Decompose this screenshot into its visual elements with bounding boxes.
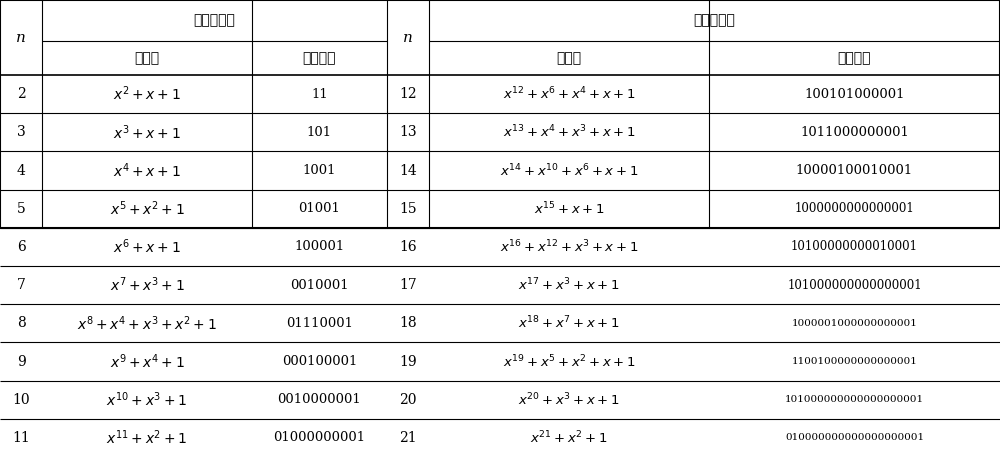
Text: 101000000000000000001: 101000000000000000001 <box>785 395 924 404</box>
Text: 13: 13 <box>399 125 417 139</box>
Text: 本原多项式: 本原多项式 <box>694 14 735 27</box>
Text: 5: 5 <box>17 202 25 216</box>
Text: 000100001: 000100001 <box>282 355 357 368</box>
Text: 2: 2 <box>17 87 25 101</box>
Text: $x^{5}+x^{2}+1$: $x^{5}+x^{2}+1$ <box>110 199 184 218</box>
Text: 7: 7 <box>17 278 25 292</box>
Text: $x^{12}+x^{6}+x^{4}+x+1$: $x^{12}+x^{6}+x^{4}+x+1$ <box>503 86 635 102</box>
Text: n: n <box>16 31 26 44</box>
Text: 本原多项式: 本原多项式 <box>194 14 235 27</box>
Text: 17: 17 <box>399 278 417 292</box>
Text: 1000000000000001: 1000000000000001 <box>795 202 914 215</box>
Text: 01110001: 01110001 <box>286 317 353 330</box>
Text: $x^{10}+x^{3}+1$: $x^{10}+x^{3}+1$ <box>106 390 188 409</box>
Text: $x^{13}+x^{4}+x^{3}+x+1$: $x^{13}+x^{4}+x^{3}+x+1$ <box>503 124 635 141</box>
Text: $x^{19}+x^{5}+x^{2}+x+1$: $x^{19}+x^{5}+x^{2}+x+1$ <box>503 353 635 370</box>
Text: $x^{9}+x^{4}+1$: $x^{9}+x^{4}+1$ <box>110 352 184 371</box>
Text: 01001: 01001 <box>299 202 340 215</box>
Text: $x^{21}+x^{2}+1$: $x^{21}+x^{2}+1$ <box>530 430 608 446</box>
Text: 19: 19 <box>399 355 417 368</box>
Text: 101000000000000001: 101000000000000001 <box>787 279 922 292</box>
Text: $x^{20}+x^{3}+x+1$: $x^{20}+x^{3}+x+1$ <box>518 391 620 408</box>
Text: 8: 8 <box>17 316 25 330</box>
Text: 14: 14 <box>399 164 417 177</box>
Text: 3: 3 <box>17 125 25 139</box>
Text: 10: 10 <box>12 393 30 407</box>
Text: 1011000000001: 1011000000001 <box>800 126 909 139</box>
Text: 系数序列: 系数序列 <box>838 51 871 65</box>
Text: 100001: 100001 <box>294 240 345 253</box>
Text: 4: 4 <box>17 164 25 177</box>
Text: 010000000000000000001: 010000000000000000001 <box>785 433 924 442</box>
Text: n: n <box>403 31 413 44</box>
Text: $x^{8}+x^{4}+x^{3}+x^{2}+1$: $x^{8}+x^{4}+x^{3}+x^{2}+1$ <box>77 314 217 333</box>
Text: 101: 101 <box>307 126 332 139</box>
Text: 1100100000000000001: 1100100000000000001 <box>792 357 917 366</box>
Text: 16: 16 <box>399 240 417 254</box>
Text: 1000001000000000001: 1000001000000000001 <box>792 319 917 328</box>
Text: $x^{6}+x+1$: $x^{6}+x+1$ <box>113 238 181 256</box>
Text: $x^{14}+x^{10}+x^{6}+x+1$: $x^{14}+x^{10}+x^{6}+x+1$ <box>500 162 638 179</box>
Text: $x^{3}+x+1$: $x^{3}+x+1$ <box>113 123 181 142</box>
Text: 9: 9 <box>17 355 25 368</box>
Text: 100101000001: 100101000001 <box>804 88 905 101</box>
Text: 18: 18 <box>399 316 417 330</box>
Text: $x^{16}+x^{12}+x^{3}+x+1$: $x^{16}+x^{12}+x^{3}+x+1$ <box>500 239 638 255</box>
Text: $x^{15}+x+1$: $x^{15}+x+1$ <box>534 201 604 217</box>
Text: $x^{17}+x^{3}+x+1$: $x^{17}+x^{3}+x+1$ <box>518 277 620 293</box>
Text: 15: 15 <box>399 202 417 216</box>
Text: 0010001: 0010001 <box>290 279 349 292</box>
Text: $x^{2}+x+1$: $x^{2}+x+1$ <box>113 85 181 103</box>
Text: 10100000000010001: 10100000000010001 <box>791 240 918 253</box>
Text: 21: 21 <box>399 431 417 445</box>
Text: 20: 20 <box>399 393 417 407</box>
Text: 01000000001: 01000000001 <box>273 431 366 444</box>
Text: 代数式: 代数式 <box>134 51 160 65</box>
Text: $x^{4}+x+1$: $x^{4}+x+1$ <box>113 161 181 180</box>
Text: 1001: 1001 <box>303 164 336 177</box>
Text: 12: 12 <box>399 87 417 101</box>
Text: 6: 6 <box>17 240 25 254</box>
Text: $x^{18}+x^{7}+x+1$: $x^{18}+x^{7}+x+1$ <box>518 315 620 332</box>
Text: 10000100010001: 10000100010001 <box>796 164 913 177</box>
Text: 代数式: 代数式 <box>556 51 582 65</box>
Text: $x^{11}+x^{2}+1$: $x^{11}+x^{2}+1$ <box>106 429 188 447</box>
Text: 0010000001: 0010000001 <box>278 393 361 406</box>
Text: 11: 11 <box>311 88 328 101</box>
Text: $x^{7}+x^{3}+1$: $x^{7}+x^{3}+1$ <box>110 276 184 294</box>
Text: 系数序列: 系数序列 <box>303 51 336 65</box>
Text: 11: 11 <box>12 431 30 445</box>
